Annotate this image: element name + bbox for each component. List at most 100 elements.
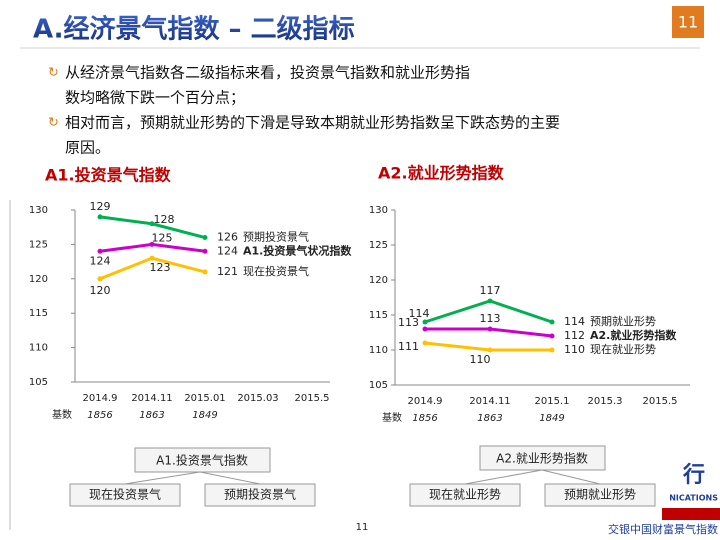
y-tick-label: 110 xyxy=(369,345,388,356)
base-label: 基数 xyxy=(382,411,402,424)
y-tick-label: 105 xyxy=(29,377,48,388)
diagram-right: A2.就业形势指数 现在就业形势 预期就业形势 xyxy=(409,445,656,507)
x-tick-label: 2015.1 xyxy=(535,396,570,407)
diagram-root: A2.就业形势指数 xyxy=(496,451,588,466)
data-label: 126 xyxy=(217,231,238,244)
data-label: 111 xyxy=(398,340,419,353)
data-label: 120 xyxy=(90,284,111,297)
legend-label: 现在投资景气 xyxy=(243,264,309,278)
y-tick-label: 130 xyxy=(29,205,48,216)
diagram-box xyxy=(69,483,181,507)
diagram-child: 预期投资景气 xyxy=(224,487,296,502)
diagram-left: A1.投资景气指数 现在投资景气 预期投资景气 xyxy=(69,447,316,507)
data-label: 121 xyxy=(217,265,238,278)
data-label: 112 xyxy=(564,329,585,342)
bullet-icon: ↻ xyxy=(48,66,59,81)
point xyxy=(202,248,208,254)
diagram-child: 现在投资景气 xyxy=(89,487,161,502)
data-label: 110 xyxy=(470,353,491,366)
y-tick-label: 130 xyxy=(369,205,388,216)
data-label: 114 xyxy=(564,315,585,328)
diagram-box xyxy=(204,483,316,507)
point xyxy=(97,276,103,282)
y-tick-label: 110 xyxy=(29,343,48,354)
legend-label: 预期就业形势 xyxy=(590,314,656,328)
diagram-child: 现在就业形势 xyxy=(429,488,501,502)
point xyxy=(487,298,493,304)
x-tick-label: 2015.3 xyxy=(588,396,623,407)
data-label: 113 xyxy=(398,316,419,329)
logo-band xyxy=(662,508,720,520)
y-tick-label: 105 xyxy=(369,380,388,391)
x-tick-label: 2014.11 xyxy=(131,393,172,404)
diagram-box xyxy=(479,445,606,471)
point xyxy=(487,326,493,332)
base-value: 1863 xyxy=(477,413,502,424)
x-tick-label: 2015.03 xyxy=(237,393,278,404)
data-label: 117 xyxy=(480,284,501,297)
data-label: 128 xyxy=(154,213,175,226)
x-tick-label: 2014.9 xyxy=(408,396,443,407)
x-tick-label: 2014.11 xyxy=(469,396,510,407)
legend-label: A1.投资景气状况指数 xyxy=(243,243,352,257)
point xyxy=(149,255,155,261)
legend-label: 预期投资景气 xyxy=(243,230,309,244)
y-tick-label: 115 xyxy=(29,308,48,319)
point xyxy=(149,241,155,247)
diagram-box xyxy=(134,447,271,473)
base-value: 1849 xyxy=(539,413,564,424)
x-tick-label: 2015.5 xyxy=(295,393,330,404)
base-value: 1856 xyxy=(412,413,437,424)
diagram-child: 预期就业形势 xyxy=(564,488,636,502)
diagram-box xyxy=(409,483,521,507)
y-tick-label: 125 xyxy=(369,240,388,251)
diagram-root: A1.投资景气指数 xyxy=(156,453,248,468)
base-value: 1849 xyxy=(192,410,217,421)
data-label: 125 xyxy=(152,231,173,244)
bullet-text: 从经济景气指数各二级指标来看，投资景气指数和就业形势指 xyxy=(65,64,470,82)
connector xyxy=(541,469,601,485)
point xyxy=(549,347,555,353)
connector xyxy=(464,469,543,485)
connector xyxy=(124,471,201,485)
brand: 交银中国财富景气指数 xyxy=(608,522,718,536)
x-tick-label: 2015.5 xyxy=(643,396,678,407)
point xyxy=(97,214,103,220)
logo-en: NICATIONS xyxy=(669,494,718,503)
base-value: 1856 xyxy=(87,410,112,421)
page-badge: 11 xyxy=(678,13,698,32)
chart-title: A2.就业形势指数 xyxy=(378,164,505,183)
x-tick-label: 2015.01 xyxy=(184,393,225,404)
legend-label: 现在就业形势 xyxy=(590,342,656,356)
point xyxy=(97,248,103,254)
page-number: 11 xyxy=(356,522,369,533)
point xyxy=(422,326,428,332)
chart-title: A1.投资景气指数 xyxy=(45,166,172,185)
data-label: 129 xyxy=(90,200,111,213)
bullet-icon: ↻ xyxy=(48,116,59,131)
point xyxy=(549,333,555,339)
data-label: 114 xyxy=(409,307,430,320)
base-value: 1863 xyxy=(139,410,164,421)
data-label: 123 xyxy=(150,261,171,274)
data-label: 110 xyxy=(564,343,585,356)
data-label: 113 xyxy=(480,312,501,325)
legend-label: A2.就业形势指数 xyxy=(590,328,677,342)
slide-title: A.经济景气指数 – 二级指标 xyxy=(33,14,355,45)
bullet-text: 原因。 xyxy=(65,139,110,157)
point xyxy=(202,269,208,275)
point xyxy=(422,319,428,325)
y-tick-label: 120 xyxy=(29,274,48,285)
bullet-text: 相对而言，预期就业形势的下滑是导致本期就业形势指数呈下跌态势的主要 xyxy=(65,114,560,132)
point xyxy=(487,347,493,353)
point xyxy=(422,340,428,346)
data-label: 124 xyxy=(217,244,238,257)
y-tick-label: 120 xyxy=(369,275,388,286)
diagram-box xyxy=(544,483,656,507)
logo-char: 行 xyxy=(682,462,705,488)
point xyxy=(549,319,555,325)
y-tick-label: 115 xyxy=(369,310,388,321)
bullet-text: 数均略微下跌一个百分点； xyxy=(65,89,245,107)
page-badge-bg xyxy=(672,6,704,38)
